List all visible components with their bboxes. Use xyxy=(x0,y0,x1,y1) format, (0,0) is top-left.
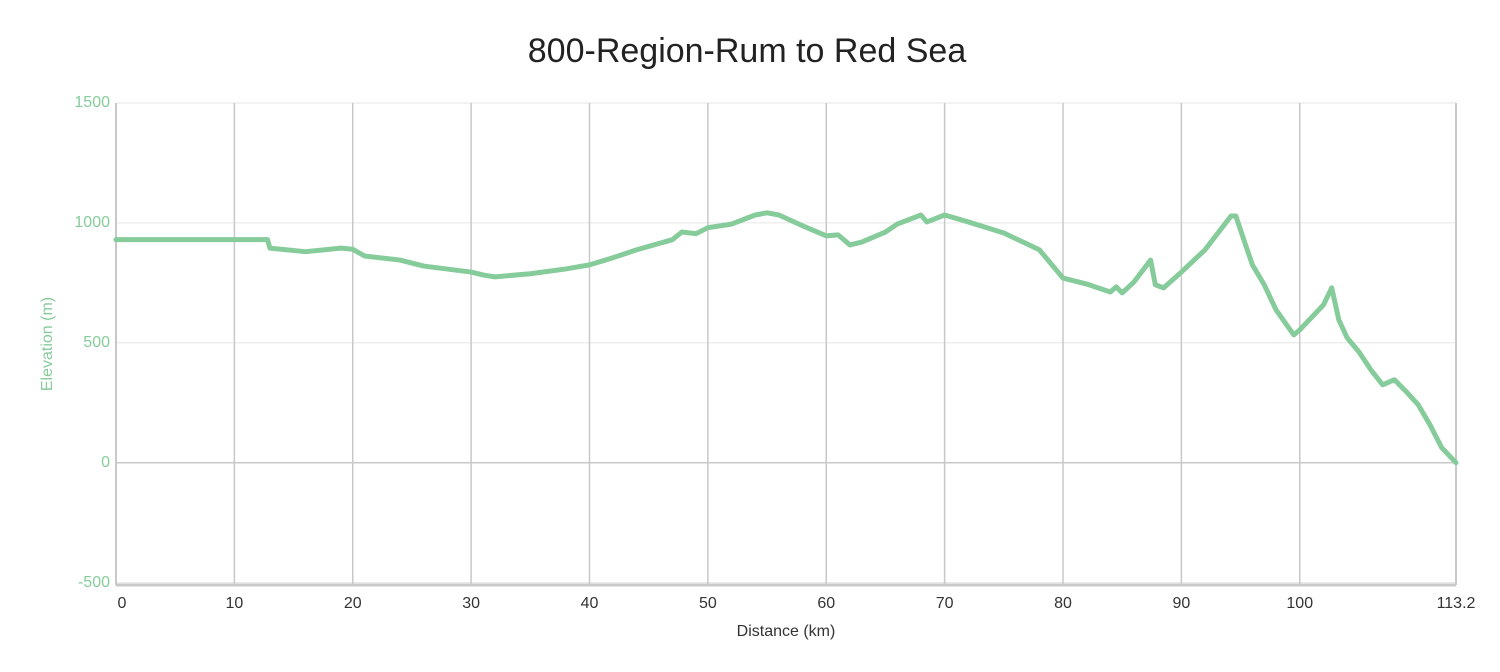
x-tick-label: 50 xyxy=(699,595,717,612)
x-tick-label: 90 xyxy=(1172,595,1190,612)
y-tick-label: -500 xyxy=(78,574,110,591)
x-tick-label: 60 xyxy=(817,595,835,612)
chart-title: 800-Region-Rum to Red Sea xyxy=(528,32,967,70)
x-axis-label: Distance (km) xyxy=(737,623,836,640)
x-tick-label: 0 xyxy=(118,595,127,612)
elevation-line xyxy=(113,210,1459,466)
y-tick-label: 500 xyxy=(83,334,110,351)
x-tick-label: 100 xyxy=(1286,595,1313,612)
x-tick-label: 30 xyxy=(462,595,480,612)
y-axis-label: Elevation (m) xyxy=(39,297,56,391)
y-tick-label: 1500 xyxy=(74,94,110,111)
x-tick-label: 80 xyxy=(1054,595,1072,612)
x-tick-label: 10 xyxy=(225,595,243,612)
x-tick-label: 70 xyxy=(936,595,954,612)
x-tick-label: 40 xyxy=(581,595,599,612)
y-tick-label: 1000 xyxy=(74,214,110,231)
x-tick-label: 20 xyxy=(344,595,362,612)
x-tick-label: 113.2 xyxy=(1437,595,1476,612)
y-tick-label: 0 xyxy=(101,454,110,471)
